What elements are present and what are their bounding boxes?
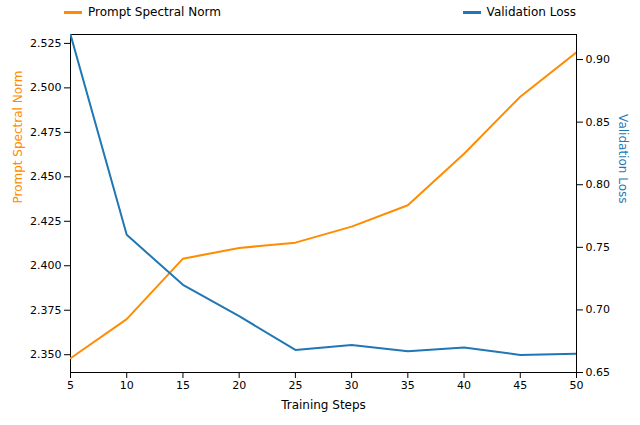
svg-text:15: 15 <box>176 379 190 392</box>
svg-text:2.450: 2.450 <box>30 170 62 183</box>
svg-text:2.500: 2.500 <box>30 81 62 94</box>
svg-text:30: 30 <box>345 379 359 392</box>
svg-text:50: 50 <box>570 379 584 392</box>
svg-text:2.400: 2.400 <box>30 259 62 272</box>
svg-text:0.70: 0.70 <box>586 303 611 316</box>
svg-text:0.80: 0.80 <box>586 178 611 191</box>
svg-text:Training Steps: Training Steps <box>280 398 366 412</box>
html-text:Validation Loss: Validation Loss <box>486 5 576 19</box>
svg-text:10: 10 <box>120 379 134 392</box>
svg-text:25: 25 <box>288 379 302 392</box>
svg-text:0.65: 0.65 <box>586 366 611 379</box>
svg-text:2.475: 2.475 <box>30 126 62 139</box>
svg-text:45: 45 <box>513 379 527 392</box>
svg-text:35: 35 <box>401 379 415 392</box>
svg-text:2.350: 2.350 <box>30 348 62 361</box>
svg-text:0.85: 0.85 <box>586 116 611 129</box>
svg-text:2.525: 2.525 <box>30 37 62 50</box>
svg-text:Prompt Spectral Norm: Prompt Spectral Norm <box>11 71 25 204</box>
svg-text:40: 40 <box>457 379 471 392</box>
svg-text:0.90: 0.90 <box>586 53 611 66</box>
svg-text:Validation Loss: Validation Loss <box>616 114 630 203</box>
svg-text:2.375: 2.375 <box>30 304 62 317</box>
svg-text:2.425: 2.425 <box>30 215 62 228</box>
svg-text:0.75: 0.75 <box>586 241 611 254</box>
svg-text:5: 5 <box>67 379 74 392</box>
svg-text:20: 20 <box>232 379 246 392</box>
html-text:Prompt Spectral Norm: Prompt Spectral Norm <box>88 5 221 19</box>
